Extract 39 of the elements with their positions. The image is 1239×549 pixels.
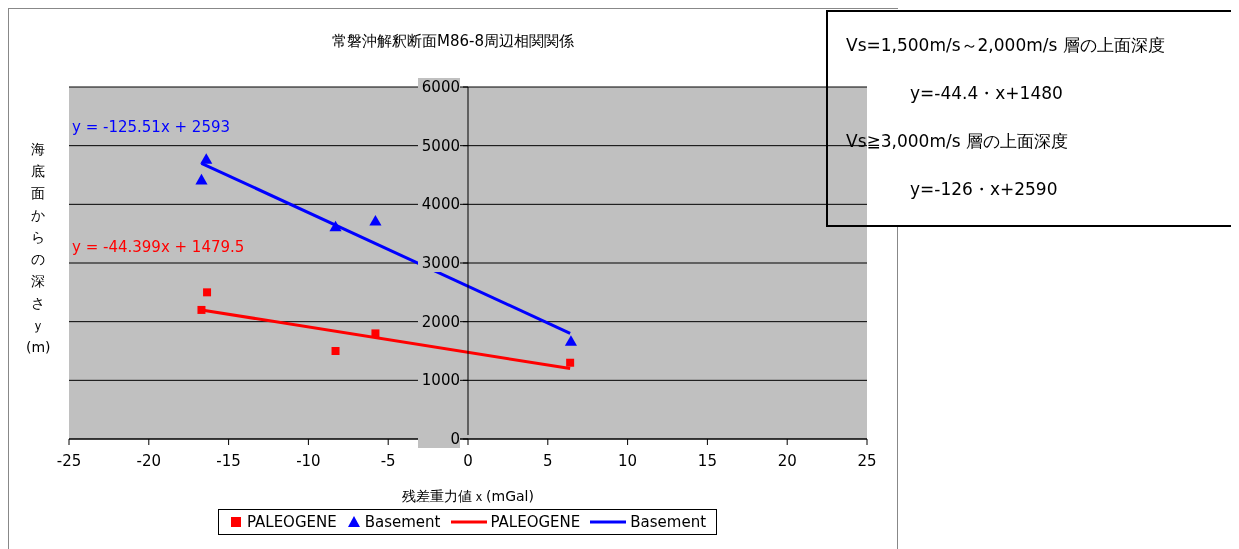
point — [197, 305, 206, 314]
x-tick-label: 25 — [857, 451, 877, 470]
x-tick-label: -25 — [56, 451, 82, 470]
legend-label: PALEOGENE — [246, 513, 337, 531]
x-tick-label: -15 — [216, 451, 241, 470]
x-tick-label: 15 — [697, 451, 717, 470]
x-axis-title: 残差重力値ｘ(mGal) — [402, 488, 534, 504]
y-tick-label: 5000 — [421, 136, 460, 155]
point — [203, 288, 212, 297]
point — [329, 220, 342, 232]
x-tick-label: 20 — [777, 451, 797, 470]
annotation: y = -125.51x + 2593 — [72, 118, 231, 136]
annotation: Vs≧3,000m/s 層の上面深度 — [846, 130, 1069, 153]
y-tick-label: 1000 — [421, 371, 460, 390]
point — [369, 214, 382, 226]
y-tick-label: 3000 — [421, 254, 460, 272]
y-tick-label: 2000 — [421, 312, 460, 331]
chart-title: 常磐沖解釈断面M86-8周辺相関関係 — [332, 32, 574, 50]
x-tick-label: 10 — [618, 451, 638, 470]
text: 海底面からの深さｙ(m) — [26, 141, 51, 355]
legend-label: PALEOGENE — [490, 513, 581, 531]
point — [564, 335, 578, 346]
text-box: Vs=1,500m/s～2,000m/s 層の上面深度 y=-44.4・x+1480 Vs≧3,000m/s 層の上面深度 y=-126・x+2590 — [826, 10, 1231, 227]
x-tick-label: -10 — [296, 451, 321, 470]
x-tick-label: -5 — [380, 451, 396, 470]
point — [371, 329, 380, 338]
y-tick-label: 0 — [450, 430, 460, 448]
point — [195, 173, 208, 185]
x-tick-label: -20 — [136, 451, 162, 470]
y-tick-label: 4000 — [421, 195, 460, 214]
point — [331, 347, 340, 355]
x-tick-label: 5 — [543, 451, 553, 470]
point — [200, 153, 213, 164]
legend-label: Basement — [364, 513, 441, 531]
point — [566, 358, 575, 367]
x-tick-label: 0 — [463, 451, 473, 470]
annotation: y = -44.399x + 1479.5 — [72, 238, 245, 256]
y-tick-label: 6000 — [421, 78, 460, 96]
legend-label: Basement — [630, 513, 707, 531]
